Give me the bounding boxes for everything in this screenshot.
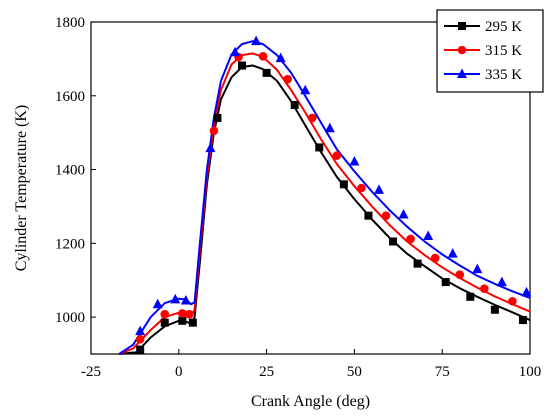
data-point-335-k [447,248,458,258]
y-tick-label: 1200 [55,236,85,252]
data-point-335-k [324,122,335,133]
data-point-295-k [160,318,169,327]
data-point-315-k [430,253,440,263]
x-tick-label: -25 [81,364,101,380]
x-tick-label: 25 [259,364,274,380]
data-point-335-k [205,142,216,153]
data-point-295-k [315,143,324,152]
data-point-315-k [508,296,517,306]
data-point-335-k [275,52,286,63]
data-point-295-k [136,345,145,354]
data-point-335-k [229,46,240,57]
data-point-335-k [496,276,507,287]
legend-marker-315-k [457,45,467,55]
data-point-335-k [398,209,409,219]
y-axis-title: Cylinder Temperature (K) [13,105,30,272]
data-point-315-k [480,284,489,294]
data-point-335-k [349,155,360,166]
y-tick-label: 1600 [55,89,85,105]
data-point-295-k [389,237,398,246]
data-point-335-k [300,84,311,95]
plot-frame [90,21,531,355]
legend-label-315-k: 315 K [485,43,522,59]
data-point-315-k [209,126,219,136]
data-point-335-k [472,263,483,274]
x-tick-label: 75 [435,364,450,380]
data-point-315-k [406,234,415,244]
data-point-295-k [290,101,299,109]
legend-label-335-k: 335 K [485,67,522,83]
data-point-295-k [466,292,475,301]
data-point-315-k [258,52,268,61]
x-tick-label: 100 [519,364,542,380]
data-point-315-k [455,270,465,279]
series-line-315-k [118,52,531,355]
data-point-295-k [188,318,197,327]
data-point-315-k [178,309,187,318]
x-tick-label: 0 [175,364,183,380]
series-markers [135,35,532,354]
data-point-295-k [238,61,247,70]
axis-ticks: -25 0 25 50 75 100 1000 1200 1400 1600 1800 [55,15,541,380]
data-point-295-k [262,68,271,77]
data-point-315-k [381,211,391,220]
data-point-335-k [152,298,163,309]
legend-marker-295-k [458,22,466,30]
data-point-315-k [185,309,194,319]
x-axis-title: Crank Angle (deg) [251,393,370,410]
data-point-295-k [339,180,348,189]
data-point-315-k [332,151,342,160]
y-tick-label: 1400 [55,163,85,179]
data-point-335-k [373,184,384,194]
data-point-335-k [521,286,532,297]
y-tick-label: 1000 [55,310,85,326]
data-point-335-k [180,295,191,305]
data-point-295-k [213,113,222,122]
y-tick-label: 1800 [55,15,85,31]
legend-label-295-k: 295 K [485,19,522,35]
data-point-335-k [423,230,434,240]
data-point-295-k [490,305,499,314]
data-point-315-k [283,74,292,84]
data-point-295-k [413,259,422,268]
data-point-315-k [307,113,317,123]
data-point-295-k [364,211,373,220]
data-point-315-k [160,309,170,319]
legend-marker-335-k [457,68,467,78]
legend: 295 K 315 K 335 K [436,9,544,93]
data-point-315-k [357,183,366,193]
data-point-335-k [251,35,262,46]
data-point-295-k [441,278,450,287]
data-point-295-k [178,316,187,325]
data-point-315-k [135,334,145,344]
data-point-335-k [170,293,181,304]
data-point-295-k [518,316,527,325]
x-tick-label: 50 [347,364,362,380]
data-point-335-k [135,325,146,336]
